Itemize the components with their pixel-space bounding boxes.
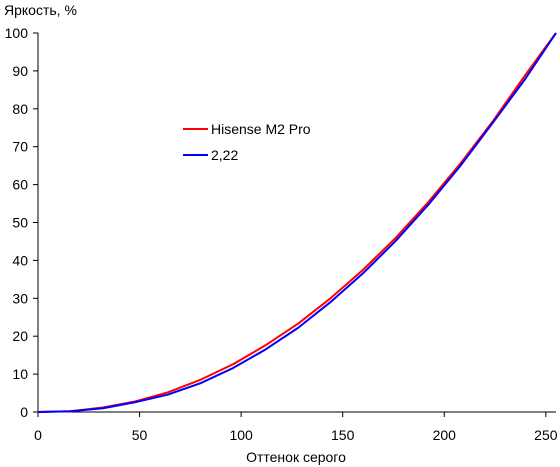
y-tick-label: 90	[12, 63, 28, 79]
x-tick-label: 250	[534, 427, 558, 443]
y-tick-label: 10	[12, 366, 28, 382]
series-line-2-22	[37, 32, 557, 413]
series-line-hisense-m2-pro	[37, 32, 557, 413]
x-tick-label: 50	[132, 427, 148, 443]
y-tick-label: 30	[12, 290, 28, 306]
x-tick-label: 150	[331, 427, 355, 443]
y-tick-label: 100	[5, 25, 29, 41]
y-tick-label: 20	[12, 328, 28, 344]
series-lines	[37, 32, 557, 413]
x-ticks: 0 50 100 150 200 250	[34, 412, 558, 443]
x-axis-label: Оттенок серого	[246, 449, 346, 465]
x-tick-label: 200	[433, 427, 457, 443]
y-tick-label: 40	[12, 252, 28, 268]
x-tick-label: 0	[34, 427, 42, 443]
legend-label-hisense-m2-pro: Hisense M2 Pro	[211, 121, 311, 137]
y-axis-label: Яркость, %	[4, 2, 77, 18]
legend: Hisense M2 Pro 2,22	[183, 121, 311, 163]
y-tick-label: 80	[12, 101, 28, 117]
x-tick-label: 100	[229, 427, 253, 443]
y-tick-label: 50	[12, 215, 28, 231]
legend-label-2-22: 2,22	[211, 147, 238, 163]
axes	[37, 33, 556, 413]
y-tick-label: 70	[12, 139, 28, 155]
y-ticks: 0 10 20 30 40 50 60 70 80 90 100	[5, 25, 38, 420]
y-tick-label: 60	[12, 177, 28, 193]
y-tick-label: 0	[20, 404, 28, 420]
